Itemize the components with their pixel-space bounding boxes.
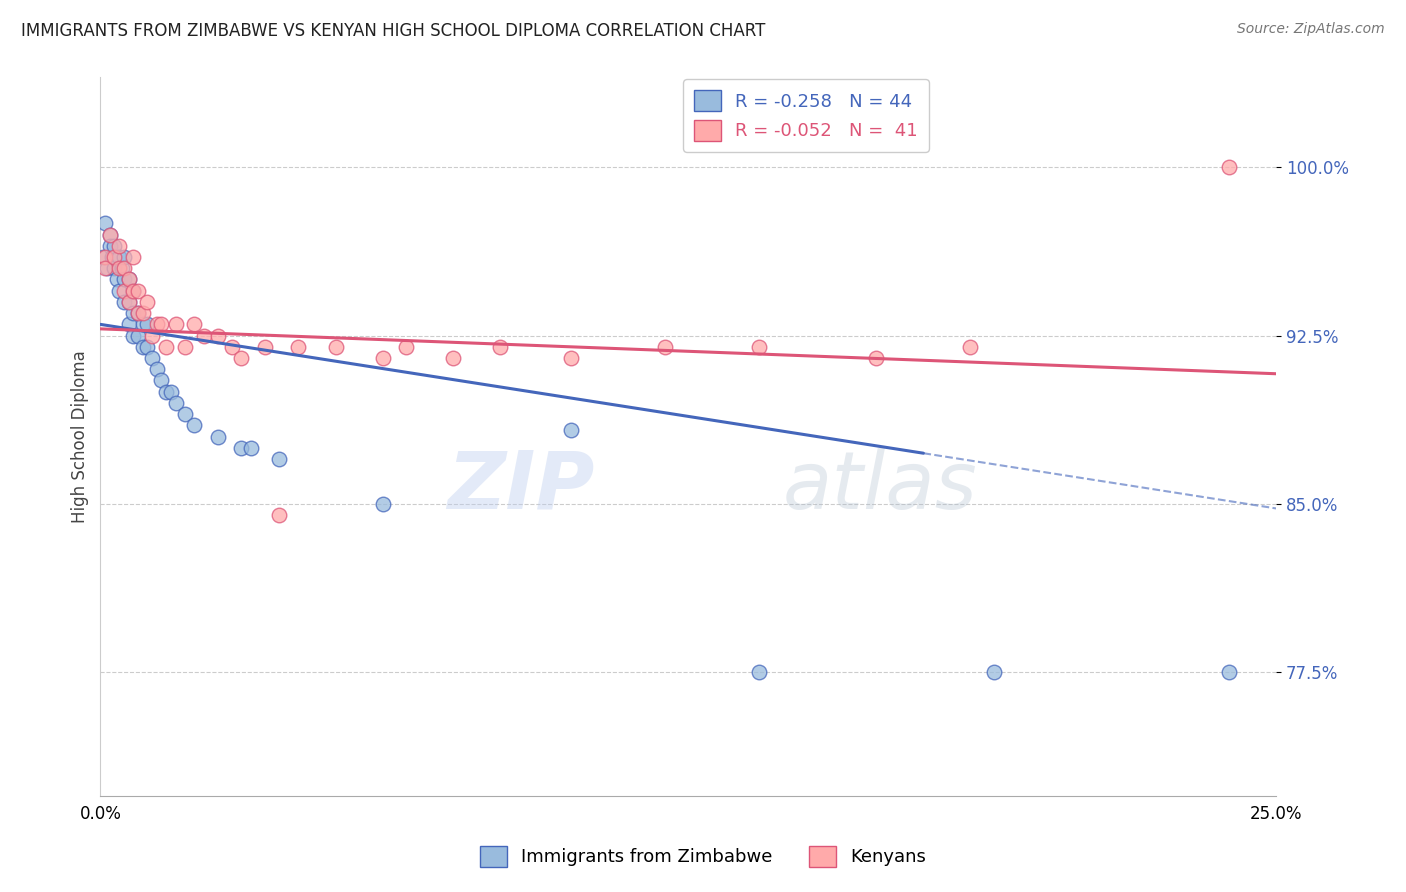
Point [117, 318, 139, 332]
Point [231, 441, 253, 455]
Point [127, 284, 149, 298]
Point [108, 284, 131, 298]
Point [748, 665, 770, 680]
Point [174, 407, 197, 421]
Point [267, 452, 290, 467]
Point [136, 318, 159, 332]
Point [112, 294, 135, 309]
Point [146, 318, 169, 332]
Legend: R = -0.258   N = 44, R = -0.052   N =  41: R = -0.258 N = 44, R = -0.052 N = 41 [683, 79, 929, 152]
Point [112, 272, 135, 286]
Point [136, 294, 159, 309]
Point [174, 340, 197, 354]
Point [96, 261, 118, 276]
Point [489, 340, 512, 354]
Point [165, 318, 187, 332]
Point [94, 216, 117, 230]
Point [108, 239, 131, 253]
Point [748, 340, 770, 354]
Point [150, 318, 173, 332]
Point [127, 328, 149, 343]
Point [253, 340, 276, 354]
Point [108, 250, 131, 264]
Point [959, 340, 981, 354]
Point [94, 250, 117, 264]
Point [193, 328, 215, 343]
Point [103, 239, 125, 253]
Point [983, 665, 1005, 680]
Point [98, 227, 121, 242]
Point [371, 497, 394, 511]
Point [239, 441, 262, 455]
Point [155, 340, 177, 354]
Point [122, 306, 145, 320]
Point [221, 340, 243, 354]
Point [207, 429, 229, 443]
Text: IMMIGRANTS FROM ZIMBABWE VS KENYAN HIGH SCHOOL DIPLOMA CORRELATION CHART: IMMIGRANTS FROM ZIMBABWE VS KENYAN HIGH … [21, 22, 765, 40]
Point [865, 351, 887, 365]
Point [122, 250, 145, 264]
Point [325, 340, 347, 354]
Point [183, 418, 205, 433]
Point [101, 250, 124, 264]
Point [267, 508, 290, 523]
Point [112, 261, 135, 276]
Point [117, 294, 139, 309]
Text: Source: ZipAtlas.com: Source: ZipAtlas.com [1237, 22, 1385, 37]
Point [122, 284, 145, 298]
Point [122, 328, 145, 343]
Point [183, 318, 205, 332]
Point [127, 306, 149, 320]
Point [117, 272, 139, 286]
Point [131, 318, 153, 332]
Point [98, 227, 121, 242]
Point [560, 423, 582, 437]
Point [103, 250, 125, 264]
Point [395, 340, 418, 354]
Point [1218, 665, 1240, 680]
Text: ZIP: ZIP [447, 448, 595, 526]
Point [131, 306, 153, 320]
Point [141, 351, 163, 365]
Legend: Immigrants from Zimbabwe, Kenyans: Immigrants from Zimbabwe, Kenyans [472, 838, 934, 874]
Point [441, 351, 464, 365]
Point [103, 261, 125, 276]
Point [371, 351, 394, 365]
Point [105, 272, 128, 286]
Point [146, 362, 169, 376]
Point [122, 284, 145, 298]
Point [112, 250, 135, 264]
Text: atlas: atlas [782, 448, 977, 526]
Point [117, 272, 139, 286]
Point [1218, 160, 1240, 174]
Point [112, 284, 135, 298]
Point [91, 250, 114, 264]
Point [207, 328, 229, 343]
Point [287, 340, 309, 354]
Point [108, 261, 131, 276]
Point [231, 351, 253, 365]
Point [117, 294, 139, 309]
Y-axis label: High School Diploma: High School Diploma [72, 351, 89, 523]
Point [127, 306, 149, 320]
Point [141, 328, 163, 343]
Point [131, 340, 153, 354]
Point [560, 351, 582, 365]
Point [165, 396, 187, 410]
Point [155, 384, 177, 399]
Point [94, 261, 117, 276]
Point [136, 340, 159, 354]
Point [160, 384, 183, 399]
Point [654, 340, 676, 354]
Point [110, 261, 132, 276]
Point [98, 239, 121, 253]
Point [150, 374, 173, 388]
